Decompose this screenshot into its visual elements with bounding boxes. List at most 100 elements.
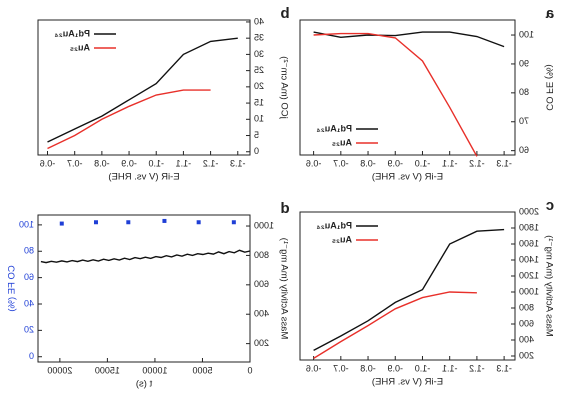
- data-line: [40, 249, 251, 264]
- x-tick-label: -1.0: [415, 363, 431, 373]
- panel: b -1.3 -1.2 -1.1 -1.0 -0.9 -0.8 -0.7 -0.6 E-iR (V…: [37, 5, 290, 183]
- plot-frame: [37, 19, 251, 156]
- plot-frame: [299, 211, 516, 361]
- data-line: [313, 228, 505, 352]
- panel-label: a: [545, 5, 554, 22]
- y-tick-label: 15: [254, 97, 264, 107]
- y-tick-label: 40: [254, 16, 264, 26]
- x-tick-label: -0.7: [333, 363, 349, 373]
- y-tick-label: 600: [254, 279, 269, 289]
- x-tick-label: 15000: [95, 365, 120, 375]
- y-tick-label: 25: [254, 65, 264, 75]
- y-tick-label: 1800: [519, 222, 539, 232]
- data-line: [47, 89, 211, 150]
- y-tick-label: 100: [519, 29, 534, 39]
- panel: c -1.3 -1.2 -1.1 -1.0 -0.9 -0.8 -0.7 -0.6 E-iR (V…: [299, 197, 554, 388]
- y-tick-label: 35: [254, 33, 264, 43]
- data-line: [313, 291, 477, 359]
- y-tick-label: 20: [254, 81, 264, 91]
- y-tick-label: 5: [254, 130, 259, 140]
- data-point: [162, 218, 167, 223]
- y-tick-label: 2000: [519, 206, 539, 216]
- panel-label: c: [546, 197, 554, 214]
- y-tick-label: 400: [519, 334, 534, 344]
- data-point: [196, 220, 201, 225]
- y-tick-label: 1200: [519, 270, 539, 280]
- data-point: [126, 220, 131, 225]
- y-tick-label: 200: [519, 350, 534, 360]
- y-tick-label: 400: [254, 309, 269, 319]
- y-tick-label: 1000: [519, 286, 539, 296]
- x-tick-label: -0.6: [306, 363, 322, 373]
- x-tick-label: -0.9: [387, 363, 403, 373]
- y-tick-label: 800: [254, 250, 269, 260]
- y-tick-label: 70: [519, 116, 529, 126]
- x-tick-label: 5000: [192, 365, 212, 375]
- y-tick-label: 90: [519, 58, 529, 68]
- x-tick-label: -0.6: [40, 158, 56, 168]
- legend-label: Au₂₅: [70, 42, 90, 52]
- x-tick-label: -0.8: [360, 363, 376, 373]
- panel-label: d: [280, 200, 289, 217]
- y-axis-title: Mass Activity (mA mg⁻¹): [278, 238, 289, 340]
- legend-label: Au₂₅: [332, 137, 352, 147]
- x-tick-label: -1.0: [415, 158, 431, 168]
- y-tick-label: 1400: [519, 254, 539, 264]
- x-tick-label: -1.1: [442, 158, 458, 168]
- y-axis-title: jCO (mA cm⁻²): [278, 56, 289, 120]
- y2-tick-label: 0: [29, 351, 34, 361]
- y-tick-label: 1000: [254, 220, 274, 230]
- x-tick-label: 10000: [142, 365, 167, 375]
- x-tick-label: -0.7: [333, 158, 349, 168]
- y-tick-label: 60: [519, 145, 529, 155]
- x-axis-title: t (s): [136, 379, 152, 390]
- x-tick-label: -1.1: [442, 363, 458, 373]
- y2-tick-label: 40: [24, 298, 34, 308]
- y2-tick-label: 80: [24, 246, 34, 256]
- x-tick-label: -0.8: [360, 158, 376, 168]
- y2-tick-label: 60: [24, 272, 34, 282]
- x-tick-label: -1.0: [148, 158, 164, 168]
- y-axis-title: CO FE (%): [543, 64, 554, 110]
- plot-frame: [37, 214, 251, 363]
- x-tick-label: -0.8: [94, 158, 110, 168]
- data-point: [59, 221, 64, 226]
- y-tick-label: 200: [254, 338, 269, 348]
- legend-label: Au₂₅: [332, 234, 352, 244]
- x-tick-label: -1.2: [469, 158, 485, 168]
- y-tick-label: 1600: [519, 238, 539, 248]
- legend-label: Pd₁Au₂₄: [316, 123, 352, 133]
- y-tick-label: 800: [519, 302, 534, 312]
- y-tick-label: 80: [519, 87, 529, 97]
- x-tick-label: -0.9: [387, 158, 403, 168]
- y2-axis-title: CO FE (%): [7, 265, 18, 311]
- y-tick-label: 600: [519, 318, 534, 328]
- legend-label: Pd₁Au₂₄: [316, 220, 352, 230]
- x-tick-label: -1.3: [496, 158, 512, 168]
- y-tick-label: 10: [254, 114, 264, 124]
- y2-tick-label: 100: [19, 219, 34, 229]
- x-tick-label: -1.2: [203, 158, 219, 168]
- x-tick-label: 20000: [47, 365, 72, 375]
- x-tick-label: -0.7: [67, 158, 83, 168]
- data-point: [231, 220, 236, 225]
- x-tick-label: -0.6: [306, 158, 322, 168]
- legend-label: Pd₁Au₂₄: [54, 28, 90, 38]
- x-axis-title: E-iR (V vs. RHE): [372, 377, 443, 388]
- data-line: [47, 37, 238, 143]
- x-tick-label: -1.3: [230, 158, 246, 168]
- y-tick-label: 0: [254, 146, 259, 156]
- x-tick-label: -1.3: [496, 363, 512, 373]
- x-axis-title: E-iR (V vs. RHE): [108, 172, 179, 183]
- x-tick-label: 0: [247, 365, 252, 375]
- panel: a -1.3 -1.2 -1.1 -1.0 -0.9 -0.8 -0.7 -0.6 E-iR (V…: [299, 5, 554, 183]
- panel-label: b: [280, 5, 289, 22]
- y-axis-title: Mass Activity (mA mg⁻¹): [543, 235, 554, 337]
- plot-frame: [299, 19, 516, 156]
- x-axis-title: E-iR (V vs. RHE): [372, 172, 443, 183]
- x-tick-label: -1.1: [176, 158, 192, 168]
- data-point: [93, 220, 98, 225]
- data-line: [313, 31, 505, 48]
